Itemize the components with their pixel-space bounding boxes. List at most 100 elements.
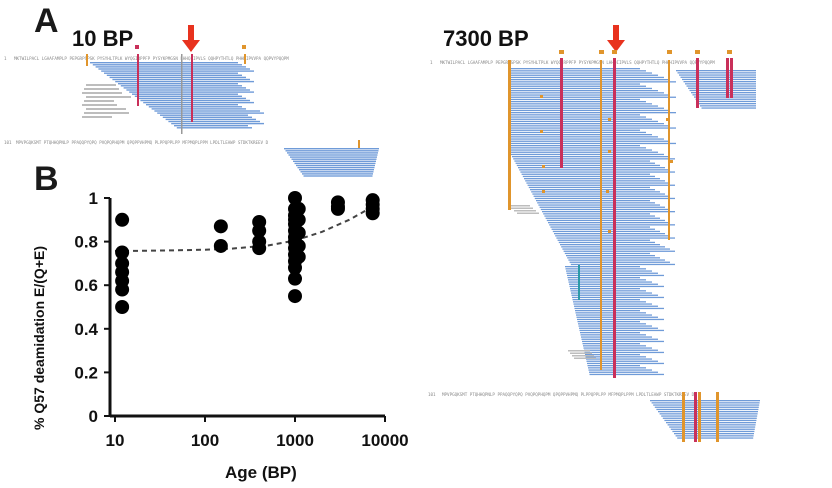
read-line bbox=[510, 134, 652, 136]
read-line bbox=[686, 85, 756, 87]
read-line bbox=[662, 417, 757, 419]
read-line bbox=[90, 62, 238, 64]
data-point bbox=[115, 245, 130, 260]
read-line bbox=[546, 219, 665, 222]
read-line bbox=[299, 169, 374, 171]
read-line bbox=[563, 250, 675, 252]
data-point bbox=[291, 249, 306, 264]
arrow-right-icon bbox=[607, 25, 625, 52]
read-line bbox=[552, 230, 660, 233]
read-line bbox=[509, 87, 652, 90]
read-line bbox=[511, 83, 640, 85]
read-line bbox=[510, 107, 664, 109]
read-line bbox=[302, 173, 373, 175]
read-line bbox=[509, 96, 676, 98]
read-line bbox=[534, 197, 675, 200]
modification-dot bbox=[542, 165, 545, 168]
read-line bbox=[514, 160, 650, 162]
top-flag-marker bbox=[612, 50, 617, 54]
read-line bbox=[510, 142, 676, 145]
y-tick-label: 1 bbox=[89, 189, 98, 208]
read-line bbox=[98, 68, 251, 70]
right-top-sequence: MKTWILPACL LGAAFAMPLP PEPGRPSPSK PYSYHLT… bbox=[440, 60, 715, 65]
panel-a-label: A bbox=[34, 2, 59, 40]
modification-marker bbox=[508, 60, 511, 210]
read-line bbox=[585, 354, 640, 356]
read-line bbox=[297, 166, 375, 169]
read-line bbox=[521, 173, 650, 175]
read-line bbox=[544, 215, 655, 217]
read-line bbox=[551, 228, 655, 230]
read-line bbox=[508, 129, 640, 131]
data-point bbox=[252, 241, 267, 256]
read-line bbox=[661, 415, 758, 417]
read-line bbox=[568, 279, 646, 281]
read-line bbox=[510, 81, 676, 83]
read-line bbox=[584, 349, 658, 351]
read-line bbox=[508, 94, 670, 96]
read-line bbox=[510, 98, 640, 101]
read-line bbox=[118, 83, 238, 85]
read-line bbox=[565, 268, 646, 270]
read-line bbox=[528, 186, 650, 189]
read-line bbox=[510, 90, 658, 92]
read-line bbox=[160, 114, 248, 116]
read-line bbox=[509, 114, 640, 116]
read-line bbox=[658, 411, 758, 413]
modification-dot bbox=[542, 190, 545, 193]
deamidation-marker bbox=[694, 392, 697, 442]
read-line bbox=[509, 70, 646, 72]
read-line bbox=[525, 180, 665, 182]
left-bottom-seq-index: 101 bbox=[4, 140, 12, 145]
fit-curve bbox=[114, 205, 374, 252]
read-line bbox=[109, 76, 246, 79]
read-line bbox=[584, 351, 664, 354]
read-line bbox=[562, 248, 670, 250]
age-title-10bp: 10 BP bbox=[72, 26, 134, 51]
read-line bbox=[566, 270, 652, 272]
read-line bbox=[511, 127, 676, 129]
read-line bbox=[532, 193, 665, 195]
read-line bbox=[545, 217, 660, 219]
read-line bbox=[508, 138, 664, 140]
read-line bbox=[511, 118, 652, 120]
read-line bbox=[695, 98, 756, 100]
x-tick-label: 10000 bbox=[361, 431, 408, 450]
left-read-alignment bbox=[82, 45, 379, 177]
y-tick-label: 0.6 bbox=[74, 276, 98, 295]
read-line bbox=[132, 93, 238, 95]
read-line bbox=[524, 178, 660, 180]
grey-read bbox=[84, 88, 119, 90]
read-line bbox=[92, 64, 242, 66]
x-axis-label: Age (BP) bbox=[225, 463, 297, 482]
read-line bbox=[134, 95, 242, 97]
modification-dot bbox=[608, 118, 611, 121]
read-line bbox=[564, 252, 650, 255]
read-line bbox=[576, 316, 658, 318]
read-line bbox=[104, 72, 238, 74]
read-line bbox=[568, 259, 665, 261]
grey-read bbox=[517, 212, 539, 214]
modification-marker bbox=[716, 392, 719, 442]
read-line bbox=[509, 105, 658, 107]
grey-read bbox=[572, 355, 594, 357]
right-top-seq-index: 1 bbox=[430, 60, 433, 65]
read-line bbox=[656, 408, 759, 411]
read-line bbox=[582, 340, 664, 343]
read-line bbox=[580, 332, 640, 334]
read-line bbox=[290, 156, 377, 158]
cursor-line bbox=[181, 54, 183, 134]
read-line bbox=[573, 301, 646, 303]
read-line bbox=[512, 156, 670, 158]
read-line bbox=[536, 200, 650, 202]
read-line bbox=[700, 105, 756, 107]
y-tick-label: 0.2 bbox=[74, 363, 98, 382]
read-line bbox=[508, 76, 664, 79]
read-line bbox=[510, 125, 670, 127]
grey-read bbox=[82, 104, 117, 106]
read-line bbox=[519, 169, 670, 171]
data-point bbox=[213, 219, 228, 234]
data-point bbox=[213, 238, 228, 253]
grey-read bbox=[514, 210, 536, 212]
